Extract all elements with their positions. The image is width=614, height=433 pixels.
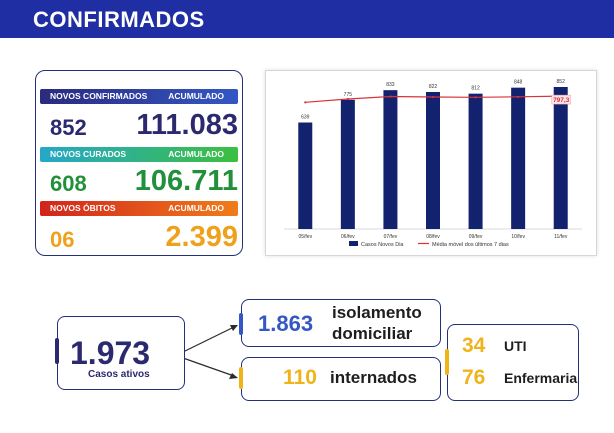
cured-accum-label: ACUMULADO: [168, 149, 224, 159]
x-tick-label-0: 05/fev: [298, 234, 312, 240]
x-tick-label-2: 07/fev: [384, 234, 398, 240]
active-cases-value: 1.973: [70, 335, 151, 371]
header-banner: CONFIRMADOS: [0, 0, 614, 38]
active-cases-label: Casos ativos: [88, 369, 150, 380]
moving-average-last-label: 797,3: [553, 97, 570, 104]
arrow-to-isolation: [182, 326, 235, 353]
bar-value-label-1: 775: [344, 92, 353, 98]
deaths-day-value: 06: [50, 227, 75, 252]
deaths-total-value: 2.399: [165, 221, 238, 253]
confirmed-band: NOVOS CONFIRMADOS ACUMULADO: [40, 89, 238, 104]
moving-average-point-2: [389, 95, 392, 98]
x-tick-label-4: 09/fev: [469, 234, 483, 240]
cured-label: NOVOS CURADOS: [50, 149, 127, 159]
x-tick-label-5: 10/fev: [511, 234, 525, 240]
bar-5: [511, 87, 526, 230]
bar-value-label-4: 812: [471, 86, 480, 92]
ward-value: 76: [462, 366, 486, 389]
hospitalized-box: [241, 357, 441, 401]
active-accent-bar: [55, 338, 59, 364]
bar-value-label-3: 822: [429, 84, 438, 90]
moving-average-last-label-box: [551, 94, 571, 105]
bar-4: [468, 93, 483, 230]
legend-bar-swatch: [349, 241, 358, 246]
confirmed-accum-label: ACUMULADO: [168, 91, 224, 101]
hospitalized-label: internados: [330, 368, 417, 387]
bar-3: [426, 92, 440, 229]
bar-2: [383, 90, 398, 230]
bar-value-label-5: 848: [514, 80, 523, 86]
moving-average-point-0: [304, 101, 307, 104]
ward-label: Enfermaria: [504, 370, 578, 386]
bar-6: [553, 87, 568, 229]
deaths-band: NOVOS ÓBITOS ACUMULADO: [40, 201, 238, 216]
confirmed-label: NOVOS CONFIRMADOS: [50, 91, 148, 101]
hospitalized-accent-bar: [239, 367, 243, 389]
deaths-accum-label: ACUMULADO: [168, 203, 224, 213]
chart-panel: 639 05/fev 775 06/fev 833 07/fev 822 08/fev 812 0…: [265, 70, 597, 256]
isolation-label-line2: domiciliar: [332, 324, 413, 343]
confirmed-day-value: 852: [50, 115, 87, 140]
moving-average-point-5: [517, 95, 520, 98]
stats-card: NOVOS CONFIRMADOS ACUMULADO 852 111.083 …: [35, 70, 243, 256]
moving-average-point-1: [346, 97, 349, 101]
x-tick-label-1: 06/fev: [341, 234, 355, 240]
bar-value-label-2: 833: [386, 82, 395, 88]
arrow-to-hospitalized: [182, 357, 235, 377]
cured-total-value: 106.711: [134, 165, 238, 197]
isolation-value: 1.863: [258, 311, 314, 336]
hospitalized-value: 110: [283, 366, 317, 389]
arrow-to-hospitalized-head: [229, 373, 238, 379]
isolation-accent-bar: [239, 313, 243, 335]
bar-0: [298, 122, 313, 229]
uti-label: UTI: [504, 338, 527, 354]
deaths-label: NOVOS ÓBITOS: [50, 203, 116, 213]
bar-1: [340, 99, 355, 229]
legend-line-label: Média móvel dos últimos 7 dias: [432, 242, 509, 248]
confirmed-total-value: 111.083: [136, 109, 238, 141]
moving-average-point-3: [431, 95, 435, 99]
isolation-box: [241, 299, 441, 347]
cured-day-value: 608: [50, 171, 87, 196]
uti-value: 34: [462, 334, 486, 357]
arrow-to-isolation-head: [230, 325, 238, 331]
bar-value-label-0: 639: [301, 115, 310, 121]
legend-bar-label: Casos Novos Dia: [361, 242, 404, 248]
active-cases-box: [57, 316, 185, 390]
x-tick-label-3: 08/fev: [426, 234, 440, 240]
care-breakdown-box: [447, 324, 579, 401]
isolation-label-line1: isolamento: [332, 303, 422, 322]
page-title: CONFIRMADOS: [33, 7, 205, 32]
cases-chart: 639 05/fev 775 06/fev 833 07/fev 822 08/fev 812 0…: [284, 79, 582, 248]
cured-band: NOVOS CURADOS ACUMULADO: [40, 147, 238, 162]
x-tick-label-6: 11/fev: [554, 234, 568, 240]
care-accent-bar: [445, 349, 449, 375]
bar-value-label-6: 852: [557, 79, 566, 85]
moving-average-point-4: [474, 96, 477, 99]
